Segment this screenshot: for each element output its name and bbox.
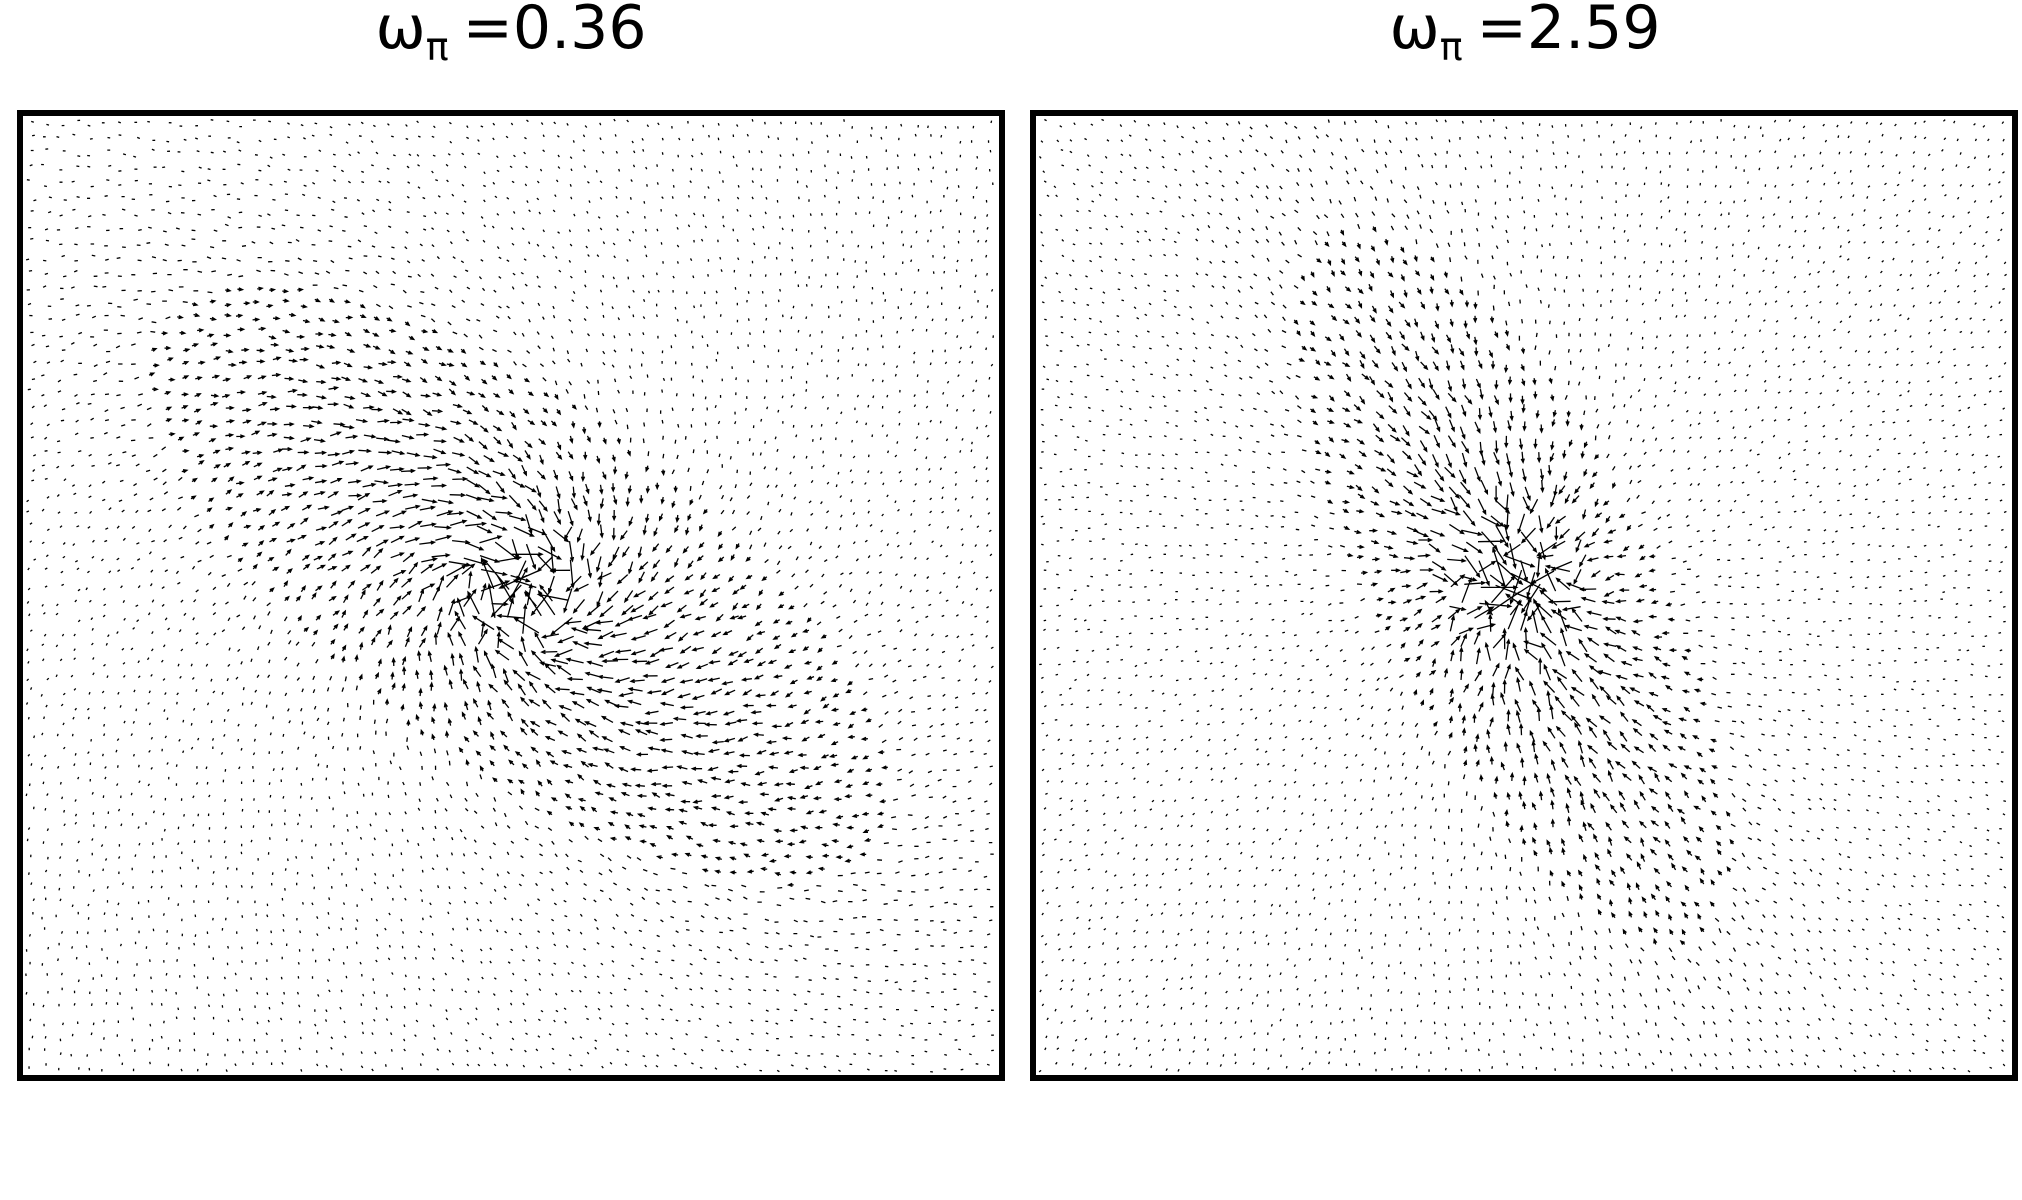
panel-frame [1030, 110, 2018, 1081]
panel-frame [17, 110, 1005, 1081]
panel-title: ωπ =2.59 [1389, 0, 1660, 69]
title-subscript: π [1440, 25, 1463, 69]
panel: ωπ =0.36 [17, 0, 1005, 1081]
panel-title: ωπ =0.36 [375, 0, 646, 69]
vector-field [25, 118, 995, 1073]
title-text: =2.59 [1477, 0, 1661, 63]
title-text: =0.36 [463, 0, 647, 63]
vector-field [1038, 118, 2008, 1073]
panel: ωπ =2.59 [1030, 0, 2018, 1081]
title-symbol: ω [375, 0, 425, 63]
title-subscript: π [426, 25, 449, 69]
title-symbol: ω [1389, 0, 1439, 63]
